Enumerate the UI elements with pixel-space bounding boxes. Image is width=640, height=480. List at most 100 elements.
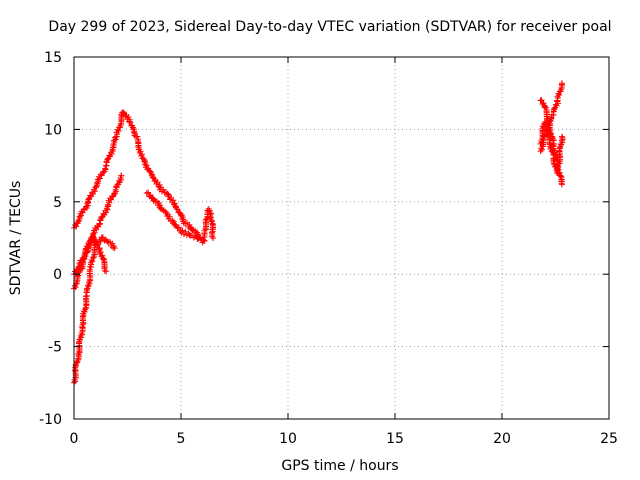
x-tick-label: 0	[70, 431, 79, 447]
data-point-fill	[120, 110, 127, 117]
data-point-fill	[127, 119, 134, 126]
data-point-fill	[72, 284, 79, 291]
data-point-fill	[87, 240, 94, 247]
data-point-fill	[548, 144, 555, 151]
data-point-fill	[143, 162, 150, 169]
data-point-fill	[125, 114, 132, 121]
data-point-fill	[556, 92, 563, 99]
data-point-fill	[78, 334, 85, 341]
data-point-fill	[95, 178, 102, 185]
data-point-fill	[175, 224, 182, 231]
data-point-fill	[170, 218, 177, 225]
y-tick-label: 10	[44, 122, 62, 138]
data-point-fill	[549, 148, 556, 155]
data-point-fill	[87, 192, 94, 199]
series-track-a	[71, 109, 204, 242]
data-point-fill	[75, 353, 82, 360]
data-point-fill	[182, 228, 189, 235]
data-point-fill	[93, 226, 100, 233]
data-point-fill	[108, 151, 115, 158]
data-point	[537, 140, 544, 147]
data-point-fill	[559, 136, 566, 143]
data-point-fill	[189, 227, 196, 234]
y-axis-label: SDTVAR / TECUs	[8, 181, 24, 296]
y-tick-label: 15	[44, 50, 62, 66]
data-point-fill	[85, 283, 92, 290]
data-point-fill	[555, 164, 562, 171]
data-point-fill	[86, 243, 93, 250]
data-point-fill	[163, 210, 170, 217]
data-point	[169, 217, 176, 224]
data-point	[195, 235, 202, 241]
data-point-fill	[97, 238, 104, 245]
data-point-fill	[96, 246, 103, 253]
data-point-fill	[179, 227, 186, 234]
data-point	[143, 190, 150, 197]
data-point-fill	[157, 202, 164, 209]
x-tick-label: 20	[493, 431, 511, 447]
data-point-fill	[74, 359, 81, 366]
y-tick-label: -10	[39, 412, 62, 428]
data-point-fill	[166, 213, 173, 220]
data-point	[118, 172, 125, 179]
data-point-fill	[99, 252, 106, 259]
x-axis-label: GPS time / hours	[281, 458, 398, 474]
data-point-fill	[101, 237, 108, 244]
series-track-c	[71, 234, 118, 386]
data-point-fill	[540, 100, 547, 107]
data-point-fill	[81, 252, 88, 259]
data-point-fill	[80, 206, 87, 213]
data-point-fill	[149, 173, 156, 180]
x-tick-label: 10	[279, 431, 297, 447]
y-tick-label: 0	[53, 267, 62, 283]
series-track-b	[71, 172, 125, 278]
data-point-fill	[97, 249, 104, 256]
data-point-fill	[111, 139, 118, 146]
data-point	[103, 268, 110, 275]
data-point-fill	[83, 203, 90, 210]
data-point-fill	[100, 210, 107, 217]
data-point-fill	[77, 212, 84, 219]
series-track-i	[537, 119, 566, 177]
data-point-fill	[174, 206, 181, 213]
data-point-fill	[174, 225, 181, 232]
data-point-fill	[538, 146, 545, 153]
data-point-fill	[79, 209, 86, 216]
data-point-fill	[554, 95, 561, 102]
series-track-f	[199, 206, 217, 246]
data-point	[111, 245, 118, 252]
series-track-e	[143, 189, 208, 244]
data-point	[558, 181, 565, 188]
data-point	[201, 227, 208, 234]
data-point-fill	[172, 221, 179, 228]
series-track-d	[71, 233, 110, 292]
data-point-fill	[96, 175, 103, 182]
data-point-fill	[206, 207, 213, 214]
y-tick-label: 5	[53, 195, 62, 211]
data-point-fill	[94, 241, 101, 248]
data-point-fill	[88, 261, 95, 268]
chart-title: Day 299 of 2023, Sidereal Day-to-day VTE…	[48, 19, 611, 35]
data-point-fill	[82, 253, 89, 260]
data-point-fill	[102, 165, 109, 172]
data-point	[558, 80, 565, 87]
data-point-fill	[103, 209, 110, 216]
data-point-fill	[89, 258, 96, 265]
grid	[74, 57, 609, 419]
data-point	[210, 235, 217, 241]
x-tick-label: 15	[386, 431, 404, 447]
y-tick-label: -5	[48, 340, 62, 356]
x-tick-label: 5	[177, 431, 186, 447]
data-point-fill	[92, 238, 99, 245]
x-tick-label: 25	[600, 431, 618, 447]
data-point-fill	[75, 272, 82, 279]
data-point-fill	[157, 205, 164, 212]
data-point-fill	[112, 136, 119, 143]
data-point-fill	[114, 131, 121, 138]
data-point-fill	[103, 237, 110, 244]
data-point	[75, 350, 82, 357]
data-point-fill	[115, 128, 122, 135]
data-point-fill	[116, 179, 123, 186]
axis-ticks: 0 5 10 15 20 25 -10 -5 0 5 10 15	[39, 50, 618, 447]
